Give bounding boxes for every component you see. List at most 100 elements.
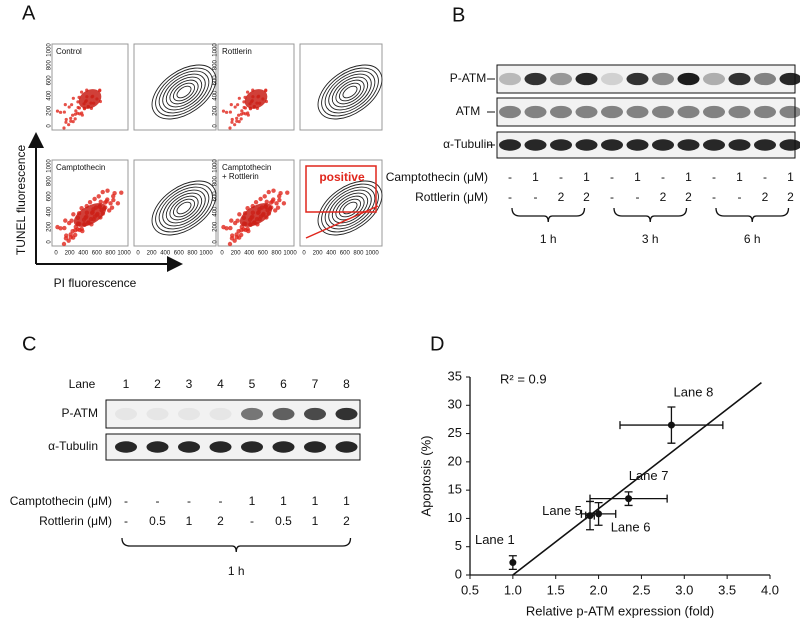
point-label: Lane 1 xyxy=(475,532,515,547)
flow-dots xyxy=(224,110,229,114)
treatment-value: - xyxy=(738,190,742,204)
y-tick-label: 800 xyxy=(213,176,219,187)
x-tick-label: 4.0 xyxy=(761,582,779,597)
flow-dots xyxy=(72,232,78,238)
treatment-value: 1 xyxy=(532,170,539,184)
panel-label: C xyxy=(22,333,36,355)
band xyxy=(626,105,649,119)
contour xyxy=(324,70,376,114)
flow-dots xyxy=(266,189,271,195)
y-error-caps xyxy=(508,555,517,570)
lane-number: 8 xyxy=(343,377,350,391)
flow-dots xyxy=(245,90,250,94)
flow-dots xyxy=(230,120,234,124)
treatment-label: Camptothecin (μM) xyxy=(386,170,488,184)
flow-dots xyxy=(237,212,242,217)
y-tick-label: 10 xyxy=(448,510,462,525)
flow-dots xyxy=(70,103,74,107)
annotation: R² = 0.9 xyxy=(500,371,547,386)
y-tick-label: 1000 xyxy=(47,43,53,57)
bracket xyxy=(613,207,688,223)
treatment-value: - xyxy=(712,190,716,204)
flow-dots xyxy=(235,218,240,223)
flow-dots xyxy=(107,208,112,213)
contour xyxy=(335,79,365,105)
treatment-value: 0.5 xyxy=(275,514,292,528)
flow-dots xyxy=(235,116,239,120)
flow-dots xyxy=(228,126,232,130)
flow-dots xyxy=(100,189,105,195)
x-axis-label: Relative p-ATM expression (fold) xyxy=(526,603,714,618)
band xyxy=(524,105,547,119)
point-label: Lane 6 xyxy=(611,519,651,534)
flow-dots xyxy=(237,96,241,100)
band xyxy=(677,72,700,86)
band xyxy=(178,407,200,421)
treatment-value: 1 xyxy=(583,170,590,184)
treatment-value: - xyxy=(712,170,716,184)
x-tick-label: 3.0 xyxy=(675,582,693,597)
flow-dots xyxy=(92,196,97,202)
band xyxy=(146,441,169,453)
flow-dots xyxy=(79,226,84,232)
flow-dots xyxy=(239,112,243,116)
treatment-value: 1 xyxy=(280,494,287,508)
point xyxy=(667,421,675,429)
treatment-value: - xyxy=(219,494,223,508)
band xyxy=(524,72,547,86)
treatment-value: - xyxy=(508,170,512,184)
contour xyxy=(162,189,206,227)
flow-dots xyxy=(273,208,278,213)
flow-dots xyxy=(264,199,269,205)
flow-dots xyxy=(243,106,247,110)
flow-dots xyxy=(274,201,279,206)
flow-dots xyxy=(262,194,267,199)
contour xyxy=(151,180,217,236)
x-tick-label: 1000 xyxy=(283,251,297,257)
treatment-value: 1 xyxy=(736,170,743,184)
treatment-value: 0.5 xyxy=(149,514,166,528)
flow-dots xyxy=(115,201,121,206)
x-tick-label: 1.5 xyxy=(547,582,565,597)
flow-dots xyxy=(102,200,108,205)
flow-dots xyxy=(109,205,115,210)
flow-dots xyxy=(240,109,244,113)
flow-dots xyxy=(111,194,116,199)
flow-dots xyxy=(61,241,67,247)
treatment-value: 2 xyxy=(660,190,667,204)
band xyxy=(652,72,674,86)
flow-dots xyxy=(228,225,233,231)
point xyxy=(509,559,517,567)
x-tick-label: 0.5 xyxy=(461,582,479,597)
flow-dots xyxy=(253,199,259,205)
band xyxy=(272,441,295,453)
row-label: α-Tubulin xyxy=(443,137,493,151)
gate-line xyxy=(305,205,379,239)
band xyxy=(728,72,751,86)
x-tick-label: 600 xyxy=(258,251,269,257)
flow-dots xyxy=(62,225,67,231)
flow-dots xyxy=(233,123,237,127)
x-tick-label: 400 xyxy=(326,251,337,257)
band xyxy=(335,407,358,421)
band xyxy=(728,105,751,119)
flow-dots xyxy=(77,106,81,110)
contour xyxy=(324,186,376,230)
band xyxy=(754,105,776,119)
treatment-value: - xyxy=(559,170,563,184)
contour xyxy=(338,82,362,102)
band xyxy=(304,441,326,453)
flow-cluster xyxy=(78,89,102,109)
treatment-label: Rottlerin (μM) xyxy=(39,514,112,528)
band xyxy=(575,139,598,151)
contour xyxy=(331,76,369,108)
y-tick-label: 0 xyxy=(47,124,53,128)
treatment-value: - xyxy=(250,514,254,528)
x-tick-label: 1.0 xyxy=(504,582,522,597)
timepoint: 1 h xyxy=(228,564,245,578)
y-tick-label: 15 xyxy=(448,482,462,497)
band xyxy=(703,72,725,86)
gate xyxy=(305,165,377,213)
flow-dots xyxy=(63,218,68,223)
